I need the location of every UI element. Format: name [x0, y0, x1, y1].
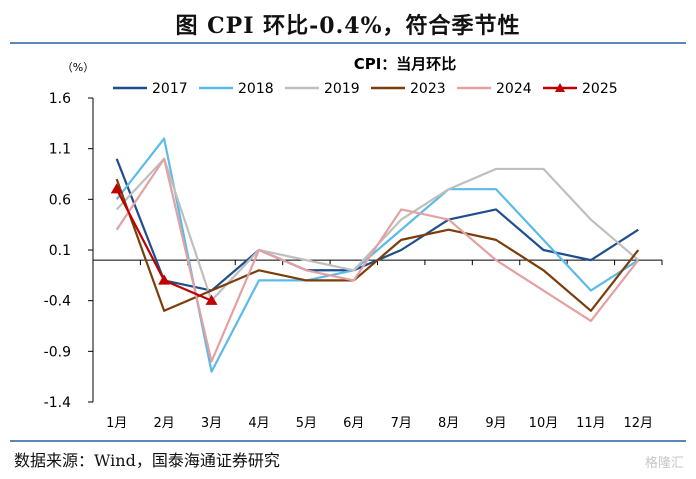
series-2025: [110, 183, 218, 305]
y-tick-label: 1.6: [49, 91, 71, 107]
x-tick-label: 7月: [391, 416, 412, 431]
legend-marker: [555, 83, 565, 92]
legend-label: 2017: [152, 81, 188, 97]
legend-item: 2019: [285, 81, 360, 97]
figure-title: 图 CPI 环比-0.4%，符合季节性: [175, 13, 521, 39]
bottom-rule: [10, 440, 686, 442]
data-point-marker: [158, 274, 171, 285]
x-tick-label: 4月: [248, 416, 269, 431]
x-tick-label: 11月: [576, 416, 606, 431]
series-line: [115, 137, 639, 373]
legend-item: 2017: [113, 81, 188, 97]
watermark: 格隆汇: [644, 456, 684, 471]
legend-label: 2019: [324, 81, 360, 97]
x-tick-label: 12月: [624, 416, 654, 431]
y-tick-label: 0.1: [49, 243, 71, 259]
legend-label: 2018: [238, 81, 274, 97]
legend-item: 2025: [543, 81, 618, 97]
x-tick-label: 2月: [153, 416, 174, 431]
legend-item: 2023: [371, 81, 446, 97]
x-tick-label: 8月: [438, 416, 459, 431]
data-point-marker: [205, 294, 218, 305]
series-2023: [115, 178, 640, 312]
series-2019: [115, 157, 640, 302]
x-tick-label: 1月: [106, 416, 127, 431]
legend-label: 2023: [410, 81, 446, 97]
series-2017: [115, 158, 639, 292]
x-tick-label: 5月: [296, 416, 317, 431]
series-layer: [110, 137, 640, 373]
x-tick-label: 9月: [485, 416, 506, 431]
series-line: [115, 157, 640, 363]
top-rule: [10, 42, 686, 44]
y-tick-label: -1.4: [44, 395, 71, 411]
x-tick-label: 6月: [343, 416, 364, 431]
legend-item: 2024: [457, 81, 532, 97]
line-chart: CPI：当月环比 （%） 2017 2018 2019 2023 2024 2025 1.…: [44, 55, 663, 431]
legend-label: 2024: [496, 81, 532, 97]
legend: 2017 2018 2019 2023 2024 2025: [113, 81, 618, 97]
y-tick-label: -0.4: [44, 294, 71, 310]
y-unit-label: （%）: [62, 61, 94, 74]
x-tick-label: 10月: [529, 416, 559, 431]
series-line: [115, 158, 639, 292]
y-tick-label: -0.9: [44, 344, 71, 360]
series-line: [115, 157, 640, 302]
x-tick-label: 3月: [201, 416, 222, 431]
source-note: 数据来源：Wind，国泰海通证券研究: [14, 451, 280, 470]
y-tick-label: 0.6: [49, 192, 71, 208]
series-line: [115, 178, 640, 312]
series-2018: [115, 137, 639, 373]
y-tick-label: 1.1: [49, 142, 71, 158]
x-axis: 1月 2月 3月 4月 5月 6月 7月 8月 9月 10月 11月 12月: [92, 259, 663, 431]
series-2024: [115, 157, 640, 363]
legend-item: 2018: [199, 81, 274, 97]
legend-label: 2025: [582, 81, 618, 97]
data-point-marker: [110, 183, 123, 194]
y-axis: 1.6 1.1 0.6 0.1 -0.4 -0.9 -1.4: [44, 91, 94, 411]
chart-title: CPI：当月环比: [354, 55, 457, 73]
